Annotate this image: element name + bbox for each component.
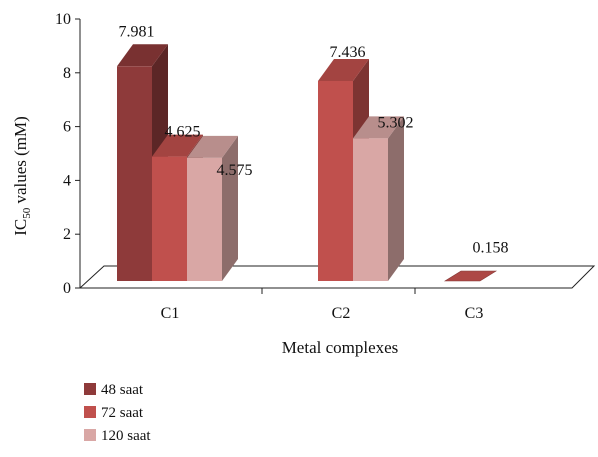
bars xyxy=(117,44,498,282)
y-axis: 0 2 4 6 8 10 xyxy=(55,11,81,297)
data-labels: 7.981 4.625 4.575 7.436 5.302 0.158 xyxy=(119,23,509,256)
y-tick-label: 6 xyxy=(63,119,71,136)
x-axis: C1 C2 C3 xyxy=(161,288,484,322)
data-label: 4.625 xyxy=(165,124,201,141)
bar-side xyxy=(388,116,404,282)
bar-top xyxy=(152,134,203,157)
bar-C2-120-saat xyxy=(353,116,404,282)
x-axis-label: Metal complexes xyxy=(282,338,399,357)
y-tick-label: 4 xyxy=(63,172,71,189)
data-label: 5.302 xyxy=(378,114,414,131)
y-tick-label: 8 xyxy=(63,65,71,82)
bar-front xyxy=(318,80,353,281)
bar-top xyxy=(318,58,369,81)
y-axis-label-suffix: values (mM) xyxy=(11,116,30,208)
y-axis-label-prefix: IC xyxy=(11,219,30,236)
legend-swatch xyxy=(84,383,96,395)
bar-top xyxy=(187,135,238,158)
legend-swatch xyxy=(84,406,96,418)
legend-label: 48 saat xyxy=(101,382,144,398)
bar-side xyxy=(222,135,238,281)
x-tick-label: C1 xyxy=(161,305,180,322)
y-axis-label-subscript: 50 xyxy=(21,207,33,219)
bar-front xyxy=(117,66,152,281)
y-tick-label: 10 xyxy=(55,11,71,28)
legend-swatch xyxy=(84,429,96,441)
legend-label: 72 saat xyxy=(101,405,144,421)
data-label: 4.575 xyxy=(217,162,253,179)
data-label: 0.158 xyxy=(473,240,509,257)
bar-C3-72-saat xyxy=(443,270,498,282)
bar-front xyxy=(353,138,388,281)
bar-front xyxy=(152,156,187,281)
legend-label: 120 saat xyxy=(101,428,151,444)
bar-top xyxy=(443,270,498,282)
bar-top xyxy=(117,44,168,67)
data-label: 7.436 xyxy=(330,44,366,61)
x-tick-label: C2 xyxy=(332,305,351,322)
bar-top xyxy=(353,116,404,139)
bar-front xyxy=(187,157,222,281)
x-tick-label: C3 xyxy=(465,305,484,322)
bar-C1-120-saat xyxy=(187,135,238,281)
legend: 48 saat 72 saat 120 saat xyxy=(84,382,151,444)
y-axis-label: IC50 values (mM) xyxy=(11,116,33,236)
data-label: 7.981 xyxy=(119,23,155,40)
y-tick-label: 2 xyxy=(63,226,71,243)
y-tick-label: 0 xyxy=(63,280,71,297)
